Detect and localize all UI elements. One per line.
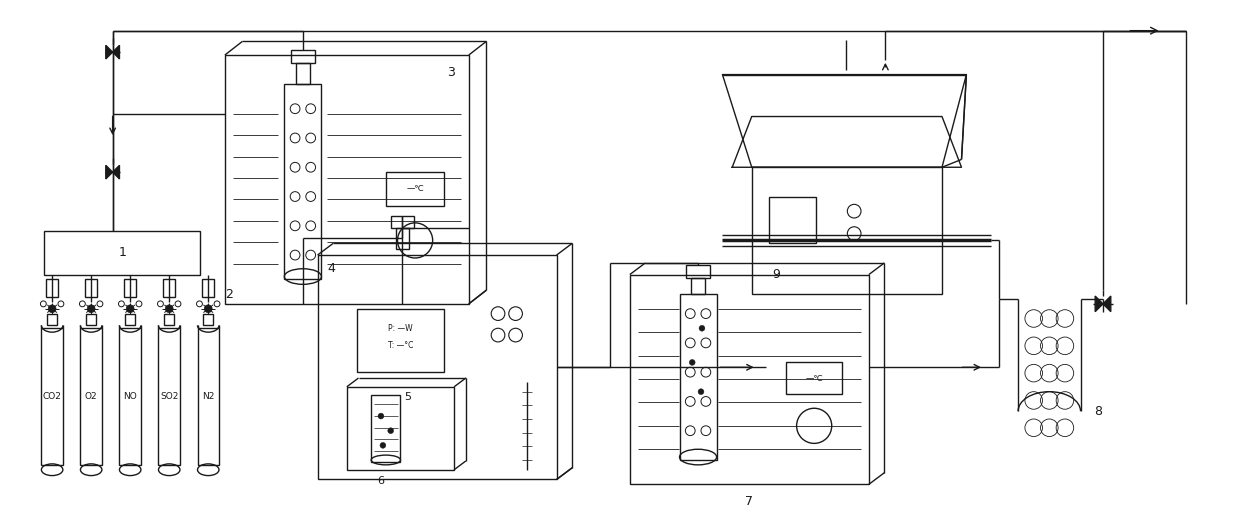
Text: 6: 6 <box>377 476 384 487</box>
Text: 5: 5 <box>404 391 410 402</box>
Circle shape <box>48 305 56 313</box>
Text: 1: 1 <box>119 246 126 259</box>
Bar <box>769 196 816 243</box>
Text: 4: 4 <box>327 262 335 275</box>
Bar <box>46 279 58 297</box>
Bar <box>202 279 215 297</box>
Circle shape <box>698 389 704 394</box>
Text: 2: 2 <box>224 288 233 301</box>
Circle shape <box>689 359 696 365</box>
Bar <box>386 172 444 206</box>
Text: N2: N2 <box>202 392 215 401</box>
Polygon shape <box>1104 296 1111 312</box>
Text: P: —W: P: —W <box>388 324 413 333</box>
Bar <box>284 84 321 279</box>
Text: 3: 3 <box>448 66 455 79</box>
Bar <box>86 279 97 297</box>
Bar <box>371 394 401 462</box>
Bar <box>45 231 201 274</box>
Bar <box>396 228 409 249</box>
Bar <box>164 279 175 297</box>
Text: 9: 9 <box>773 268 780 281</box>
Bar <box>751 167 942 294</box>
Text: T: —°C: T: —°C <box>388 342 413 350</box>
Circle shape <box>379 442 386 448</box>
Bar <box>291 50 315 63</box>
Circle shape <box>126 305 134 313</box>
Bar <box>125 314 135 325</box>
Bar <box>197 328 219 465</box>
Polygon shape <box>1095 296 1104 312</box>
Bar <box>691 277 704 294</box>
Bar <box>687 265 709 277</box>
Bar <box>296 63 310 84</box>
Text: —℃: —℃ <box>805 374 823 383</box>
Text: —℃: —℃ <box>407 184 424 193</box>
Bar <box>203 314 213 325</box>
Polygon shape <box>105 165 113 179</box>
Circle shape <box>699 325 704 331</box>
Bar <box>119 328 141 465</box>
Text: O2: O2 <box>84 392 98 401</box>
Bar <box>347 387 454 470</box>
Text: SO2: SO2 <box>160 392 179 401</box>
Bar <box>786 362 842 393</box>
Bar <box>47 314 57 325</box>
Circle shape <box>165 305 174 313</box>
Polygon shape <box>113 45 119 59</box>
Text: CO2: CO2 <box>42 392 62 401</box>
Bar <box>680 294 717 460</box>
Bar <box>165 314 174 325</box>
Bar <box>124 279 136 297</box>
Text: NO: NO <box>123 392 138 401</box>
Text: 8: 8 <box>1094 405 1102 418</box>
Circle shape <box>87 305 95 313</box>
Bar <box>159 328 180 465</box>
Text: 7: 7 <box>745 495 753 508</box>
Bar <box>87 314 95 325</box>
Bar <box>317 255 557 479</box>
Polygon shape <box>105 45 113 59</box>
Circle shape <box>388 428 393 434</box>
Bar <box>391 216 414 228</box>
Polygon shape <box>732 117 961 167</box>
Bar <box>357 309 444 372</box>
Circle shape <box>205 305 212 313</box>
Circle shape <box>378 413 384 419</box>
Bar <box>224 55 469 304</box>
Bar <box>630 274 869 485</box>
Bar <box>41 328 63 465</box>
Polygon shape <box>113 165 119 179</box>
Bar <box>81 328 102 465</box>
